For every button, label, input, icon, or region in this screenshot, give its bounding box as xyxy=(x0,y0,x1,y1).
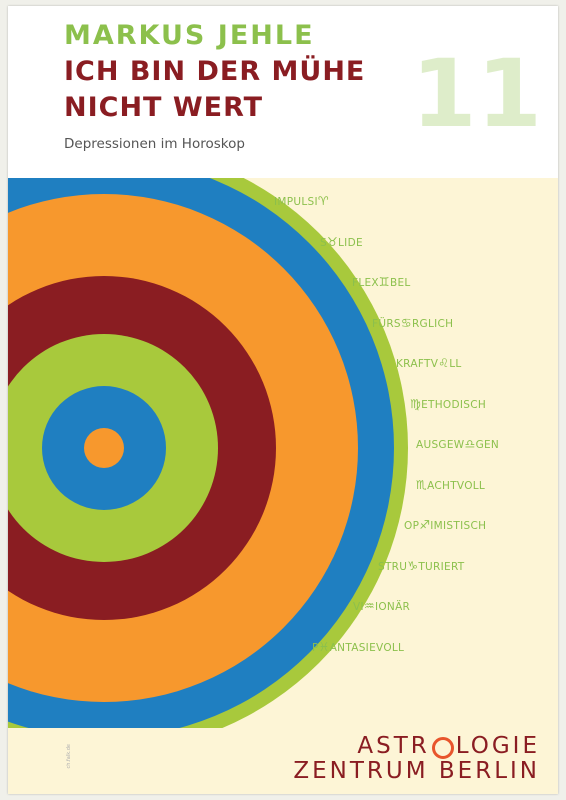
zodiac-keyword: OP♐IMISTISCH xyxy=(404,518,486,532)
author-name: MARKUS JEHLE xyxy=(64,20,315,51)
keyword-text: IONÄR xyxy=(374,601,411,613)
keyword-text: ANTASIEVOLL xyxy=(329,641,405,654)
zodiac-keyword: FÜRS♋RGLICH xyxy=(372,316,453,330)
keyword-text: ETHODISCH xyxy=(421,398,487,411)
zodiac-keyword: S♉LIDE xyxy=(320,235,363,249)
zodiac-keyword: KRAFTV♌LL xyxy=(396,356,462,370)
zodiac-sign-icon: ♏ xyxy=(416,477,428,492)
volume-number: 11 xyxy=(411,40,542,149)
zodiac-sign-icon: ♒ xyxy=(363,599,375,613)
keyword-text: LL xyxy=(449,358,462,370)
ring-orange-core xyxy=(84,428,124,468)
keyword-text: AUSGEW xyxy=(416,439,465,451)
title-line-2: NICHT WERT xyxy=(64,92,264,123)
zodiac-sign-icon: ♈ xyxy=(317,194,329,208)
keyword-text: ACHTVOLL xyxy=(427,479,486,492)
keyword-text: LIDE xyxy=(338,236,363,249)
zodiac-sign-icon: ♊ xyxy=(378,275,390,289)
keyword-text: VI xyxy=(353,601,364,613)
zodiac-sign-icon: ♎ xyxy=(464,437,476,451)
concentric-rings xyxy=(8,178,408,728)
publisher-logo: ASTR LOGIE ZENTRUM BERLIN xyxy=(293,734,540,784)
publisher-line-2: ZENTRUM BERLIN xyxy=(293,758,540,784)
subtitle: Depressionen im Horoskop xyxy=(64,136,245,152)
zodiac-keyword: IMPULSI♈ xyxy=(274,194,329,208)
keyword-text: FÜRS xyxy=(372,317,401,330)
publisher-text-b: LOGIE xyxy=(455,733,540,759)
keyword-text: FLEX xyxy=(352,277,379,289)
logo-o-ring-icon xyxy=(431,736,454,759)
imprint-mark: ch.falk.de xyxy=(66,744,72,769)
keyword-text: STRU xyxy=(378,560,408,573)
keyword-text: IMISTISCH xyxy=(430,520,487,532)
zodiac-sign-icon: ♐ xyxy=(419,518,431,532)
keyword-text: RGLICH xyxy=(411,317,454,330)
zodiac-keyword: P♓ANTASIEVOLL xyxy=(312,640,404,654)
zodiac-keyword: ♍ETHODISCH xyxy=(410,397,486,411)
keyword-text: BEL xyxy=(389,277,411,289)
zodiac-keyword: FLEX♊BEL xyxy=(352,275,411,289)
zodiac-keyword: VI♒IONÄR xyxy=(353,599,410,613)
keyword-text: TURIERT xyxy=(418,560,465,573)
cover-header: MARKUS JEHLE ICH BIN DER MÜHE NICHT WERT… xyxy=(8,6,558,178)
zodiac-sign-icon: ♌ xyxy=(438,356,450,370)
zodiac-keyword: STRU♑TURIERT xyxy=(378,559,465,573)
keyword-text: P xyxy=(312,641,319,654)
book-cover: MARKUS JEHLE ICH BIN DER MÜHE NICHT WERT… xyxy=(8,6,558,794)
keyword-text: KRAFTV xyxy=(396,358,439,370)
keyword-text: GEN xyxy=(475,439,500,451)
keyword-text: IMPULSI xyxy=(274,196,318,208)
keyword-text: S xyxy=(320,236,327,249)
zodiac-sign-icon: ♍ xyxy=(410,396,422,411)
title-line-1: ICH BIN DER MÜHE xyxy=(64,56,366,87)
keyword-text: OP xyxy=(404,520,420,532)
zodiac-sign-icon: ♑ xyxy=(407,558,419,573)
publisher-text-a: ASTR xyxy=(357,733,430,759)
zodiac-sign-icon: ♋ xyxy=(400,315,412,330)
zodiac-sign-icon: ♓ xyxy=(318,639,330,654)
zodiac-keyword: AUSGEW♎GEN xyxy=(416,437,499,451)
zodiac-keyword: ♏ACHTVOLL xyxy=(416,478,485,492)
zodiac-sign-icon: ♉ xyxy=(326,234,339,249)
